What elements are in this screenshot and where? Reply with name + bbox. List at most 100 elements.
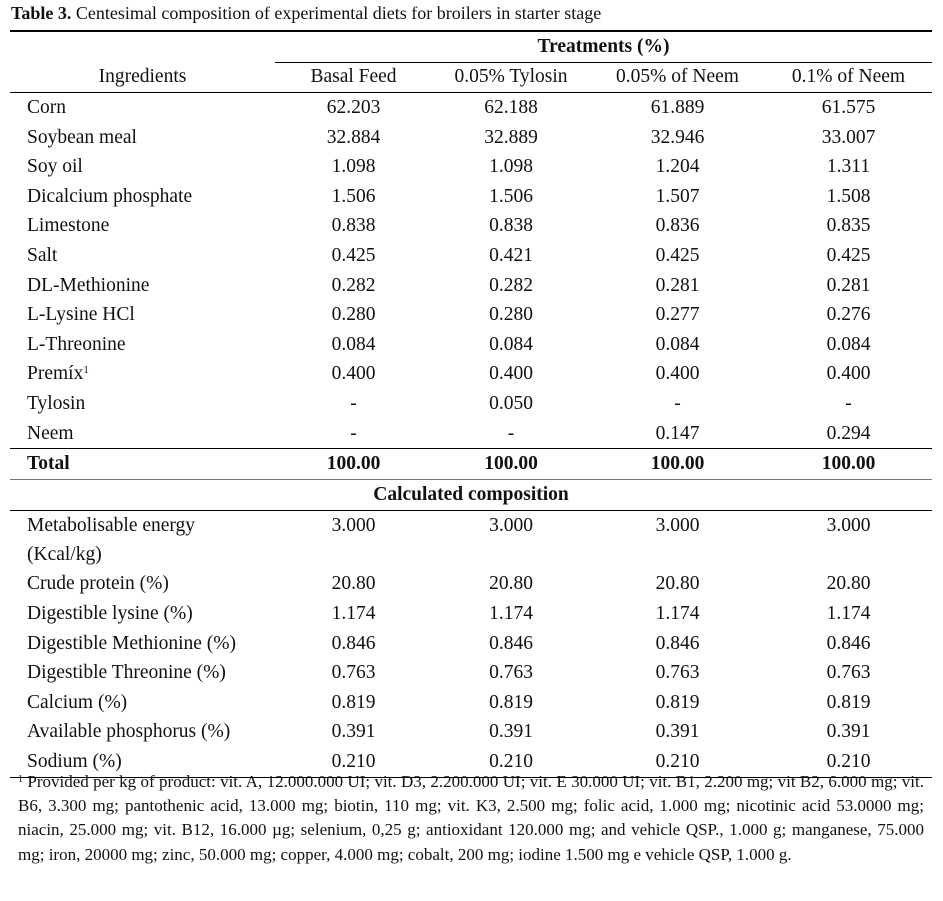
row-label-text: Crude protein (%) (27, 573, 169, 595)
table-cell: 1.204 (655, 156, 700, 178)
row-label: Digestible lysine (%) (10, 599, 275, 629)
table-cell: 1.174 (331, 603, 376, 625)
row-label: Total (10, 448, 275, 480)
table-cell: 0.391 (655, 721, 700, 743)
table-cell: 0.294 (826, 422, 871, 444)
table-cell: 0.210 (275, 747, 432, 778)
table-cell: - (674, 392, 681, 414)
table-cell: 0.763 (331, 662, 376, 684)
column-header-row: Ingredients Basal Feed 0.05% Tylosin 0.0… (10, 62, 933, 94)
row-label-text: Corn (27, 96, 66, 118)
column-header: 0.1% of Neem (765, 62, 933, 94)
row-label-text: Metabolisable energy (27, 514, 196, 536)
table-footnote: 1 Provided per kg of product: vit. A, 12… (18, 768, 924, 867)
row-label: Tylosin (10, 389, 275, 419)
table-row: Premíx1 0.400 0.400 0.400 0.400 (10, 360, 932, 390)
table-cell: 100.00 (590, 448, 765, 480)
table-row: Crude protein (%) 20.80 20.80 20.80 20.80 (10, 570, 932, 600)
table-cell: 0.391 (489, 721, 533, 743)
table-cell: 20.80 (826, 573, 871, 595)
table-cell: 0.400 (331, 363, 376, 385)
table-cell: 0.210 (432, 747, 590, 778)
row-label-text: Sodium (%) (27, 751, 122, 773)
row-label: L-Lysine HCl (10, 300, 275, 330)
row-label-text: L-Threonine (27, 333, 126, 355)
table-cell: 0.280 (489, 304, 533, 326)
table-cell: 0.084 (826, 333, 871, 355)
table-cell: 0.084 (489, 333, 533, 355)
row-label-text: Total (27, 453, 70, 475)
table-cell: - (507, 422, 515, 444)
table-cell: 0.400 (655, 363, 700, 385)
row-label-text: DL-Methionine (27, 274, 150, 296)
table-caption: Table 3. Centesimal composition of exper… (11, 3, 601, 24)
table-cell: 0.147 (655, 422, 700, 444)
table-cell: 0.763 (826, 662, 871, 684)
table-cell: 20.80 (655, 573, 700, 595)
table-cell: 1.174 (489, 603, 533, 625)
table-cell: 0.084 (655, 333, 700, 355)
table-cell: 1.506 (331, 185, 376, 207)
table-cell: 0.421 (489, 244, 533, 266)
table-cell: 0.281 (826, 274, 871, 296)
row-label-text: Salt (27, 244, 58, 266)
table-row: Metabolisable energy (Kcal/kg) 3.000 3.000 3… (10, 510, 932, 570)
row-label-text: Digestible lysine (%) (27, 603, 193, 625)
table-row: Digestible lysine (%) 1.174 1.174 1.174 1.17… (10, 599, 932, 629)
row-label-text: Limestone (27, 215, 110, 237)
row-label: Digestible Threonine (%) (10, 658, 275, 688)
table-cell: 0.391 (331, 721, 376, 743)
row-label: Available phosphorus (%) (10, 718, 275, 748)
table-cell: 3.000 (655, 514, 700, 536)
footnote-ref: 1 (83, 364, 89, 377)
table-cell: 0.400 (489, 363, 533, 385)
table-cell: 0.391 (826, 721, 871, 743)
table-cell: 0.819 (826, 691, 871, 713)
table-cell: 100.00 (765, 448, 933, 480)
column-header: Basal Feed (275, 62, 432, 94)
table-cell: 0.277 (655, 304, 700, 326)
table-cell: 0.819 (489, 691, 533, 713)
table-cell: 32.884 (326, 126, 381, 148)
table-cell: 1.174 (826, 603, 871, 625)
table-cell: 0.282 (489, 274, 533, 296)
calculated-header: Calculated composition (10, 479, 933, 511)
table-cell: 0.282 (331, 274, 376, 296)
table-cell: 0.084 (331, 333, 376, 355)
row-label-text: Digestible Threonine (%) (27, 662, 226, 684)
table-cell: 0.210 (590, 747, 765, 778)
row-label-unit: (Kcal/kg) (27, 544, 102, 566)
table-cell: 61.575 (821, 96, 876, 118)
table-cell: 0.763 (655, 662, 700, 684)
table-cell: 1.507 (655, 185, 700, 207)
table-cell: 0.846 (331, 632, 376, 654)
row-label: Premíx1 (10, 360, 275, 390)
table-row: Salt 0.425 0.421 0.425 0.425 (10, 241, 932, 271)
table-cell: 3.000 (331, 514, 376, 536)
row-label: Dicalcium phosphate (10, 182, 275, 212)
table-cell: 0.276 (826, 304, 871, 326)
table-cell: 20.80 (489, 573, 533, 595)
table-cell: 0.050 (489, 392, 533, 414)
footnote-mark: 1 (18, 774, 23, 785)
table-label: Table 3. (11, 3, 72, 23)
column-header: 0.05% of Neem (590, 62, 765, 94)
table-row: Neem - - 0.147 0.294 (10, 419, 932, 449)
table-row: Limestone 0.838 0.838 0.836 0.835 (10, 212, 932, 242)
table-cell: 0.819 (331, 691, 376, 713)
table-cell: 1.098 (489, 156, 533, 178)
treatments-header: Treatments (%) (275, 29, 933, 63)
row-label-text: Available phosphorus (%) (27, 721, 231, 743)
table-cell: 0.846 (489, 632, 533, 654)
treatments-header-row: Treatments (%) (10, 29, 933, 63)
column-header: Ingredients (10, 62, 275, 94)
table-cell: 0.425 (826, 244, 871, 266)
row-label: DL-Methionine (10, 271, 275, 301)
table-row: Tylosin - 0.050 - - (10, 389, 932, 419)
footnote-text: Provided per kg of product: vit. A, 12.0… (18, 772, 924, 864)
table-row: Digestible Methionine (%) 0.846 0.846 0.846… (10, 629, 932, 659)
row-label: Salt (10, 241, 275, 271)
table-row: L-Lysine HCl 0.280 0.280 0.277 0.276 (10, 300, 932, 330)
table-row: L-Threonine 0.084 0.084 0.084 0.084 (10, 330, 932, 360)
table-row: Soybean meal 32.884 32.889 32.946 33.007 (10, 123, 932, 153)
